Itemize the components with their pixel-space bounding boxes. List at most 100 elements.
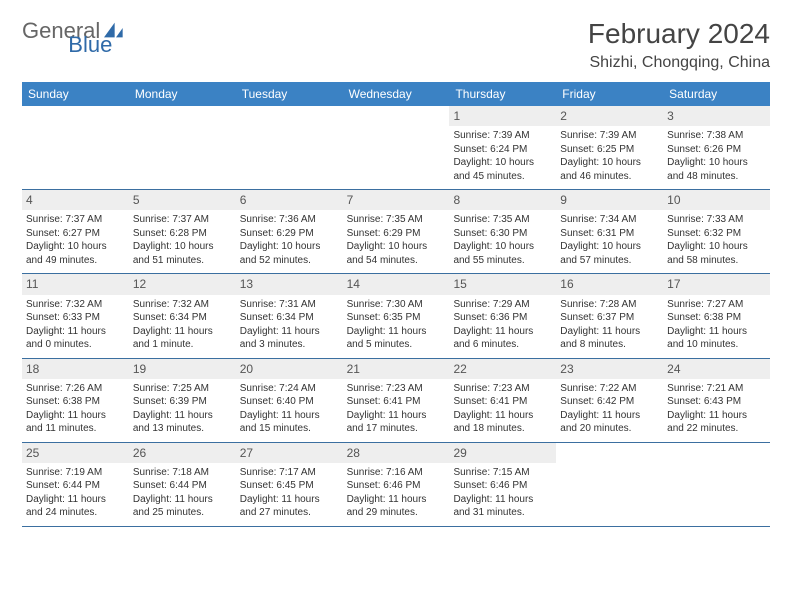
calendar-day: 3Sunrise: 7:38 AMSunset: 6:26 PMDaylight… (663, 106, 770, 189)
title-block: February 2024 Shizhi, Chongqing, China (588, 18, 770, 72)
brand-blue: Blue (68, 32, 112, 58)
sunset-text: Sunset: 6:33 PM (26, 311, 125, 325)
day-number: 27 (236, 443, 343, 463)
weekday-header: Thursday (449, 82, 556, 106)
daylight-text: Daylight: 11 hours and 29 minutes. (347, 493, 446, 520)
calendar-day: 17Sunrise: 7:27 AMSunset: 6:38 PMDayligh… (663, 274, 770, 357)
sunrise-text: Sunrise: 7:37 AM (26, 213, 125, 227)
sunrise-text: Sunrise: 7:36 AM (240, 213, 339, 227)
daylight-text: Daylight: 11 hours and 22 minutes. (667, 409, 766, 436)
sunset-text: Sunset: 6:27 PM (26, 227, 125, 241)
day-number: 24 (663, 359, 770, 379)
sunrise-text: Sunrise: 7:28 AM (560, 298, 659, 312)
sunrise-text: Sunrise: 7:38 AM (667, 129, 766, 143)
calendar-day: 27Sunrise: 7:17 AMSunset: 6:45 PMDayligh… (236, 443, 343, 526)
day-number: 2 (556, 106, 663, 126)
daylight-text: Daylight: 11 hours and 17 minutes. (347, 409, 446, 436)
sunrise-text: Sunrise: 7:25 AM (133, 382, 232, 396)
sunrise-text: Sunrise: 7:31 AM (240, 298, 339, 312)
sunset-text: Sunset: 6:41 PM (347, 395, 446, 409)
sunrise-text: Sunrise: 7:39 AM (453, 129, 552, 143)
calendar-week: 25Sunrise: 7:19 AMSunset: 6:44 PMDayligh… (22, 443, 770, 527)
calendar-day: 14Sunrise: 7:30 AMSunset: 6:35 PMDayligh… (343, 274, 450, 357)
day-number: 25 (22, 443, 129, 463)
day-number: 10 (663, 190, 770, 210)
calendar-day: 13Sunrise: 7:31 AMSunset: 6:34 PMDayligh… (236, 274, 343, 357)
daylight-text: Daylight: 10 hours and 46 minutes. (560, 156, 659, 183)
sunset-text: Sunset: 6:26 PM (667, 143, 766, 157)
day-number: 19 (129, 359, 236, 379)
calendar-day: 9Sunrise: 7:34 AMSunset: 6:31 PMDaylight… (556, 190, 663, 273)
sunset-text: Sunset: 6:44 PM (26, 479, 125, 493)
sunrise-text: Sunrise: 7:33 AM (667, 213, 766, 227)
weekday-header: Tuesday (236, 82, 343, 106)
day-number: 26 (129, 443, 236, 463)
sunset-text: Sunset: 6:30 PM (453, 227, 552, 241)
sunset-text: Sunset: 6:46 PM (347, 479, 446, 493)
calendar-day: 20 Sunrise: 7:24 AMSunset: 6:40 PMDayligh… (236, 359, 343, 442)
day-number: 18 (22, 359, 129, 379)
day-number: 8 (449, 190, 556, 210)
sunset-text: Sunset: 6:37 PM (560, 311, 659, 325)
daylight-text: Daylight: 10 hours and 58 minutes. (667, 240, 766, 267)
sunrise-text: Sunrise: 7:39 AM (560, 129, 659, 143)
day-number: 9 (556, 190, 663, 210)
day-number: 7 (343, 190, 450, 210)
day-number: 11 (22, 274, 129, 294)
calendar-day: 5 Sunrise: 7:37 AMSunset: 6:28 PMDaylight… (129, 190, 236, 273)
calendar-day: 6Sunrise: 7:36 AMSunset: 6:29 PMDaylight… (236, 190, 343, 273)
daylight-text: Daylight: 11 hours and 24 minutes. (26, 493, 125, 520)
sunset-text: Sunset: 6:32 PM (667, 227, 766, 241)
daylight-text: Daylight: 11 hours and 11 minutes. (26, 409, 125, 436)
calendar-day: 18Sunrise: 7:26 AMSunset: 6:38 PMDayligh… (22, 359, 129, 442)
calendar-day: 12Sunrise: 7:32 AMSunset: 6:34 PMDayligh… (129, 274, 236, 357)
sunrise-text: Sunrise: 7:32 AM (26, 298, 125, 312)
day-number: 6 (236, 190, 343, 210)
sunrise-text: Sunrise: 7:17 AM (240, 466, 339, 480)
day-number: 5 (129, 190, 236, 210)
sunrise-text: Sunrise: 7:23 AM (347, 382, 446, 396)
daylight-text: Daylight: 11 hours and 25 minutes. (133, 493, 232, 520)
sunset-text: Sunset: 6:38 PM (26, 395, 125, 409)
sunset-text: Sunset: 6:45 PM (240, 479, 339, 493)
daylight-text: Daylight: 11 hours and 6 minutes. (453, 325, 552, 352)
day-number: 17 (663, 274, 770, 294)
daylight-text: Daylight: 11 hours and 13 minutes. (133, 409, 232, 436)
calendar-day: 16 Sunrise: 7:28 AMSunset: 6:37 PMDayligh… (556, 274, 663, 357)
daylight-text: Daylight: 11 hours and 3 minutes. (240, 325, 339, 352)
daylight-text: Daylight: 10 hours and 45 minutes. (453, 156, 552, 183)
brand-logo: General Blue (22, 18, 178, 44)
sunset-text: Sunset: 6:25 PM (560, 143, 659, 157)
day-number: 15 (449, 274, 556, 294)
daylight-text: Daylight: 10 hours and 48 minutes. (667, 156, 766, 183)
sunrise-text: Sunrise: 7:24 AM (240, 382, 339, 396)
day-number: 16 (556, 274, 663, 294)
daylight-text: Daylight: 11 hours and 8 minutes. (560, 325, 659, 352)
daylight-text: Daylight: 10 hours and 54 minutes. (347, 240, 446, 267)
calendar-week: 11 Sunrise: 7:32 AMSunset: 6:33 PM Dayligh… (22, 274, 770, 358)
day-number: 12 (129, 274, 236, 294)
month-title: February 2024 (588, 18, 770, 50)
sunset-text: Sunset: 6:35 PM (347, 311, 446, 325)
calendar-week: 4Sunrise: 7:37 AMSunset: 6:27 PMDaylight… (22, 190, 770, 274)
sunset-text: Sunset: 6:40 PM (240, 395, 339, 409)
sunrise-text: Sunrise: 7:35 AM (347, 213, 446, 227)
calendar-week: 18Sunrise: 7:26 AMSunset: 6:38 PMDayligh… (22, 359, 770, 443)
weekday-header: Sunday (22, 82, 129, 106)
daylight-text: Daylight: 10 hours and 57 minutes. (560, 240, 659, 267)
sunset-text: Sunset: 6:29 PM (347, 227, 446, 241)
sunrise-text: Sunrise: 7:37 AM (133, 213, 232, 227)
calendar-day: 26Sunrise: 7:18 AMSunset: 6:44 PMDayligh… (129, 443, 236, 526)
calendar-day: 1Sunrise: 7:39 AMSunset: 6:24 PMDaylight… (449, 106, 556, 189)
calendar-day: 11Sunrise: 7:32 AMSunset: 6:33 PMDayligh… (22, 274, 129, 357)
weekday-header: Monday (129, 82, 236, 106)
sunset-text: Sunset: 6:34 PM (133, 311, 232, 325)
calendar-week: 1Sunrise: 7:39 AMSunset: 6:24 PMDaylight… (22, 106, 770, 190)
daylight-text: Daylight: 11 hours and 15 minutes. (240, 409, 339, 436)
sunrise-text: Sunrise: 7:27 AM (667, 298, 766, 312)
weekday-header: Wednesday (343, 82, 450, 106)
daylight-text: Daylight: 10 hours and 51 minutes. (133, 240, 232, 267)
daylight-text: Daylight: 10 hours and 49 minutes. (26, 240, 125, 267)
sunset-text: Sunset: 6:28 PM (133, 227, 232, 241)
day-number: 20 (236, 359, 343, 379)
